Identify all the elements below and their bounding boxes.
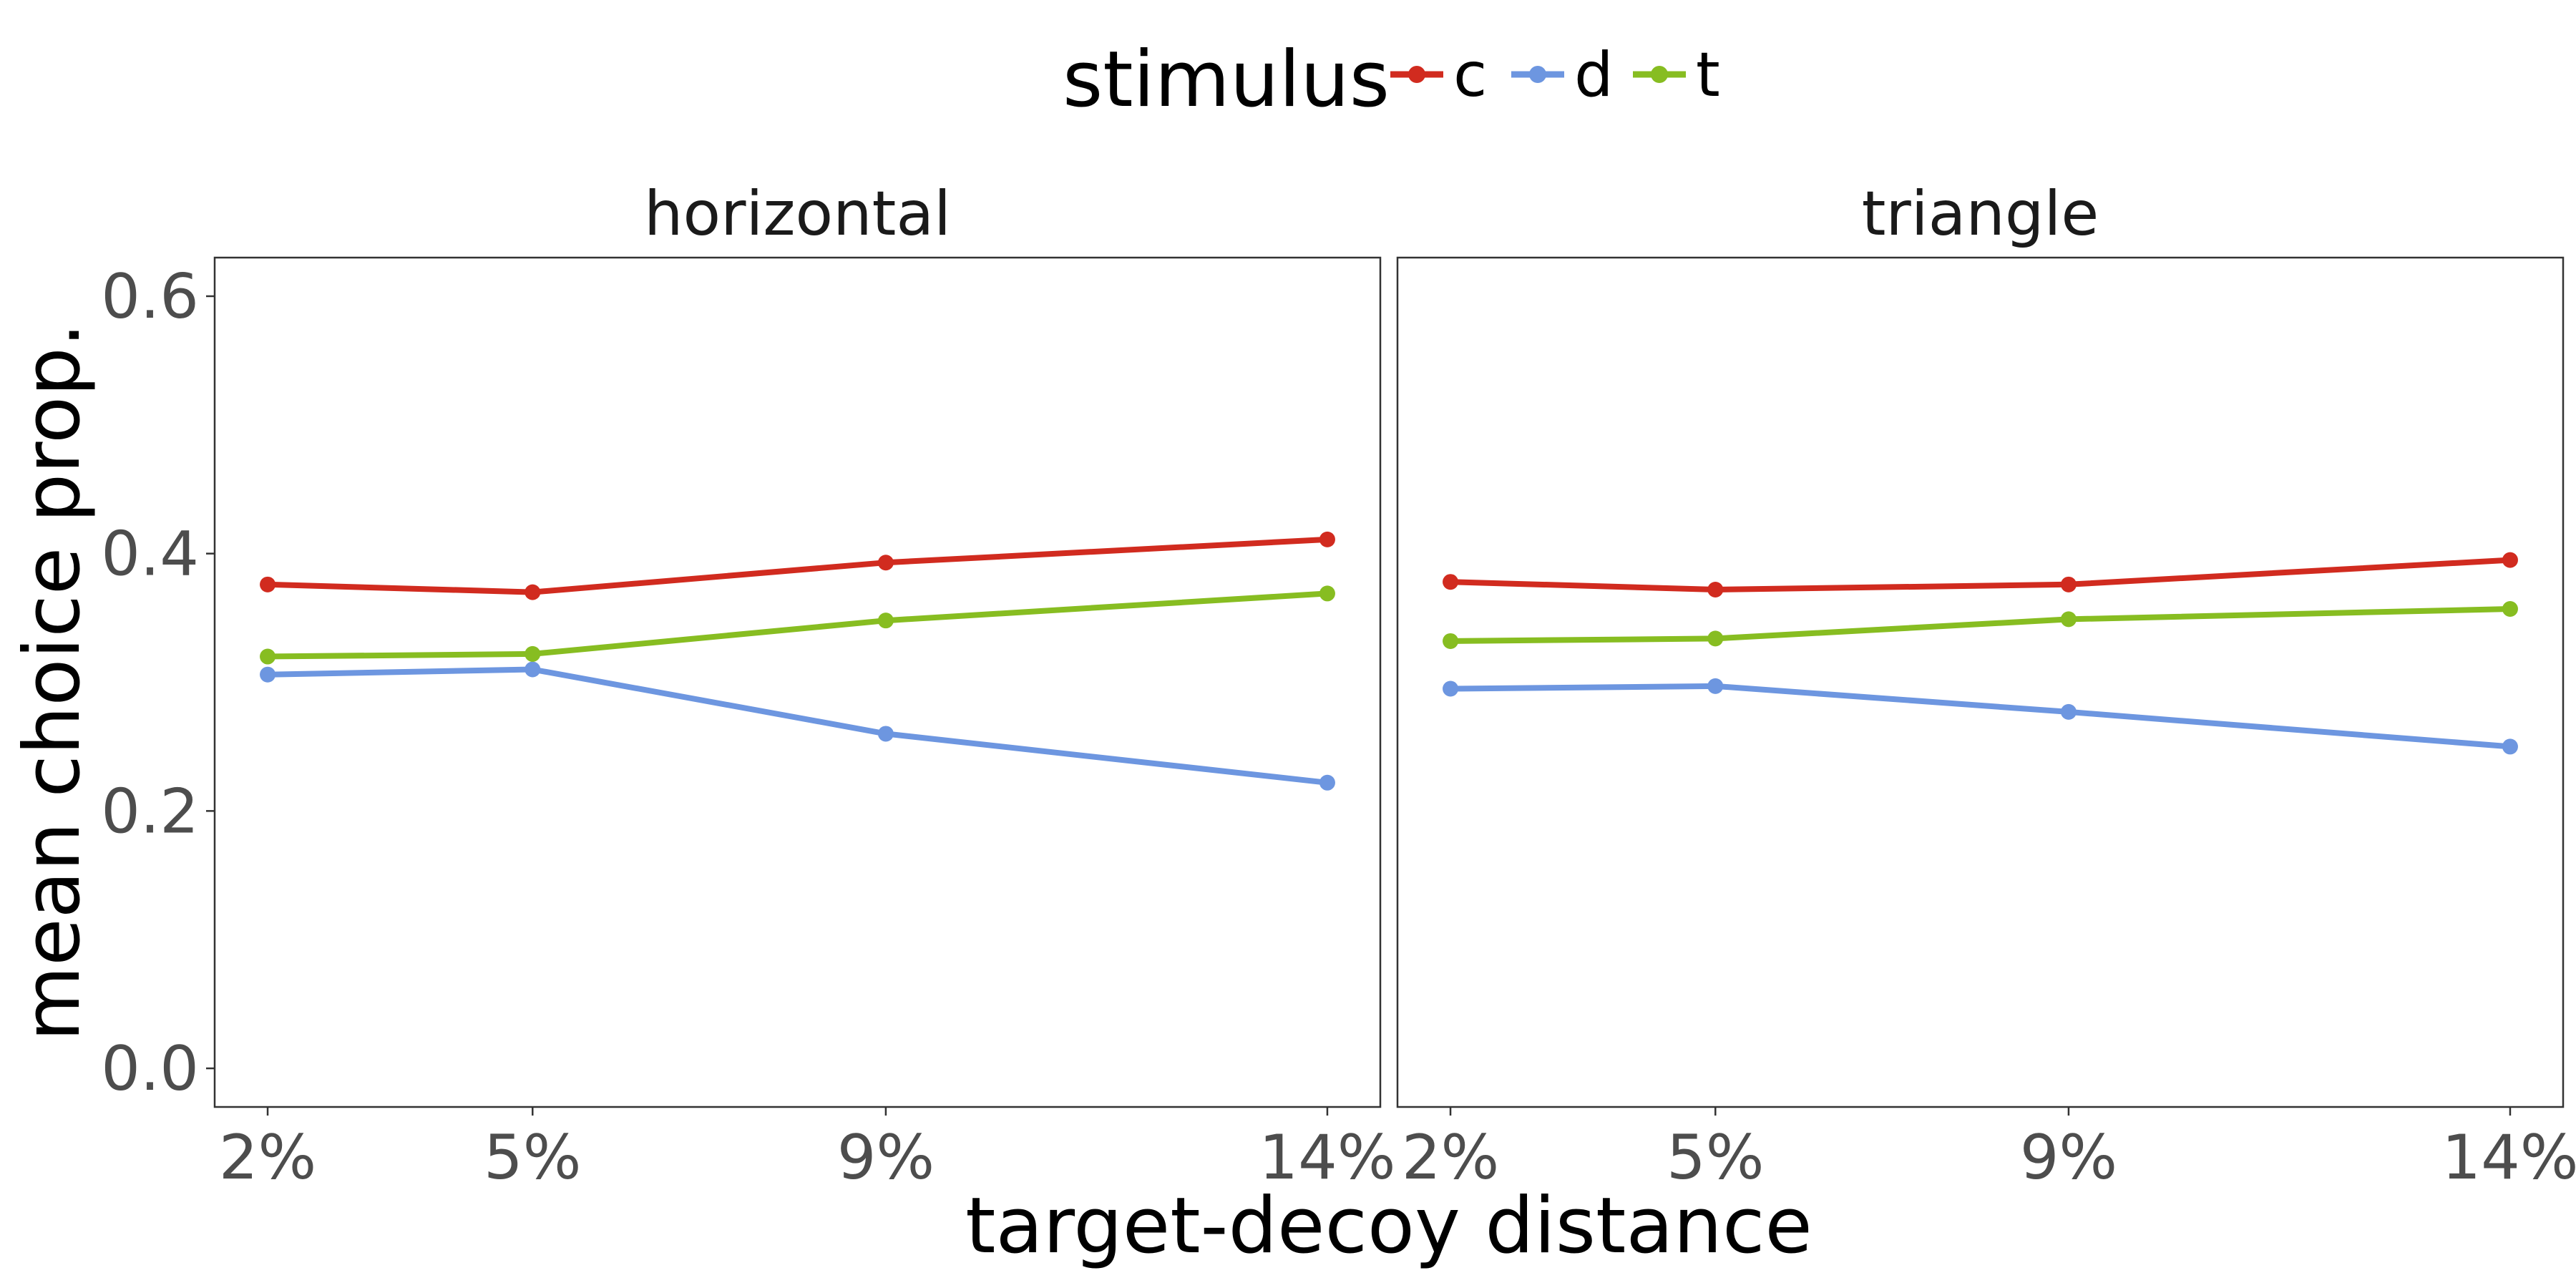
y-tick-label: 0.2 bbox=[101, 776, 199, 847]
x-tick-label: 5% bbox=[484, 1122, 581, 1194]
x-tick-label: 9% bbox=[2020, 1122, 2117, 1194]
data-point-t bbox=[525, 645, 541, 662]
series-line-d bbox=[265, 666, 1330, 786]
data-point-c bbox=[2060, 576, 2077, 592]
panels: horizontal 2% 5% 9% 14% 0.0 0.2 0.4 0.6 triangle 2… bbox=[101, 178, 2576, 1194]
legend-item-d: d bbox=[1511, 39, 1614, 111]
data-point-t bbox=[1443, 633, 1459, 649]
panel-horizontal: horizontal 2% 5% 9% 14% 0.0 0.2 0.4 0.6 bbox=[101, 178, 1395, 1194]
data-point-d bbox=[1319, 774, 1335, 791]
data-point-d bbox=[2502, 738, 2518, 755]
panel-border bbox=[1396, 256, 2565, 1108]
panel-title: horizontal bbox=[644, 178, 951, 250]
panel-title: triangle bbox=[1862, 178, 2099, 250]
data-point-t bbox=[1319, 585, 1335, 602]
x-tick-label: 5% bbox=[1667, 1122, 1764, 1194]
series-t bbox=[1443, 600, 2518, 649]
data-point-c bbox=[2502, 552, 2518, 568]
panel-triangle: triangle 2% 5% 9% 14% bbox=[1396, 178, 2576, 1194]
legend-item-t: t bbox=[1633, 39, 1720, 111]
data-point-d bbox=[2060, 703, 2077, 720]
data-point-d bbox=[877, 726, 894, 742]
data-point-c bbox=[1443, 574, 1459, 590]
series-line-c bbox=[1448, 557, 2513, 592]
x-axis-title: target-decoy distance bbox=[965, 1181, 1813, 1271]
legend: stimulus c d t bbox=[1063, 35, 1720, 125]
data-point-t bbox=[2060, 611, 2077, 628]
legend-item-c: c bbox=[1390, 39, 1487, 111]
series-d bbox=[260, 661, 1335, 791]
data-point-t bbox=[2502, 600, 2518, 617]
series-line-t bbox=[1448, 606, 2513, 644]
x-tick-label: 14% bbox=[2441, 1122, 2576, 1194]
legend-swatch-point bbox=[1408, 66, 1425, 83]
series-line-t bbox=[265, 590, 1330, 660]
legend-label: c bbox=[1453, 39, 1487, 111]
series-c bbox=[260, 531, 1335, 600]
x-tick-label: 2% bbox=[1402, 1122, 1499, 1194]
series-c bbox=[1443, 552, 2518, 598]
legend-swatch-point bbox=[1651, 66, 1668, 83]
panel-border bbox=[213, 256, 1382, 1108]
legend-swatch-point bbox=[1529, 66, 1546, 83]
series-d bbox=[1443, 678, 2518, 755]
x-tick-label: 2% bbox=[219, 1122, 316, 1194]
data-point-d bbox=[1443, 680, 1459, 697]
x-tick-label: 14% bbox=[1259, 1122, 1395, 1194]
x-tick-label: 9% bbox=[837, 1122, 935, 1194]
data-point-t bbox=[877, 613, 894, 629]
series-t bbox=[260, 585, 1335, 665]
data-point-c bbox=[260, 576, 276, 592]
y-tick-label: 0.6 bbox=[101, 261, 199, 333]
data-point-c bbox=[877, 555, 894, 571]
data-point-d bbox=[260, 666, 276, 683]
legend-label: t bbox=[1696, 39, 1720, 111]
series-line-d bbox=[1448, 683, 2513, 750]
y-axis-title: mean choice prop. bbox=[8, 323, 97, 1041]
data-point-c bbox=[1707, 582, 1724, 598]
legend-title: stimulus bbox=[1063, 35, 1390, 125]
series-line-c bbox=[265, 536, 1330, 595]
y-tick-label: 0.0 bbox=[101, 1033, 199, 1105]
data-point-c bbox=[525, 584, 541, 600]
y-tick-label: 0.4 bbox=[101, 519, 199, 590]
data-point-t bbox=[1707, 630, 1724, 647]
data-point-d bbox=[525, 661, 541, 678]
data-point-t bbox=[260, 648, 276, 665]
data-point-d bbox=[1707, 678, 1724, 694]
data-point-c bbox=[1319, 531, 1335, 547]
legend-label: d bbox=[1574, 39, 1614, 111]
